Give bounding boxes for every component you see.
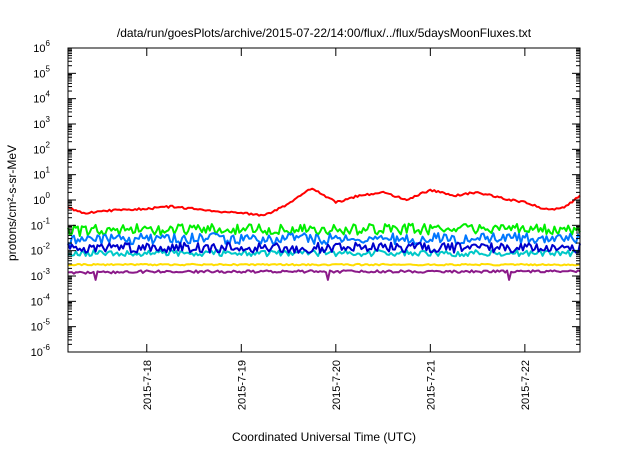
y-tick-label: 104 — [33, 90, 50, 106]
y-tick-exponent: 4 — [46, 90, 51, 99]
y-tick-exponent: -6 — [43, 343, 51, 352]
series-line-1 — [67, 187, 581, 217]
y-tick-label: 10-3 — [31, 267, 51, 283]
y-tick-label: 10-4 — [31, 292, 51, 308]
y-tick-label: 103 — [33, 115, 50, 131]
series-line-5 — [67, 241, 581, 254]
y-tick-exponent: 1 — [46, 166, 51, 175]
y-tick-exponent: 5 — [46, 64, 51, 73]
x-tick-label: 2015-7-21 — [425, 360, 437, 410]
y-tick-label: 10-6 — [31, 343, 51, 359]
x-axis: 2015-7-18 2015-7-19 2015-7-20 2015-7-21 2015… — [142, 48, 532, 410]
series-line-2 — [67, 222, 581, 237]
y-tick-exponent: -5 — [43, 318, 51, 327]
plot-frame — [67, 47, 581, 353]
y-tick-exponent: -1 — [43, 216, 51, 225]
y-tick-exponent: 2 — [46, 140, 51, 149]
x-tick-label: 2015-7-18 — [142, 360, 154, 410]
y-tick-exponent: 0 — [46, 191, 51, 200]
x-tick-label: 2015-7-19 — [236, 360, 248, 410]
y-tick-label: 101 — [33, 166, 50, 182]
series-line-7 — [67, 269, 581, 281]
y-tick-label: 102 — [33, 140, 50, 156]
y-tick-exponent: -4 — [43, 292, 51, 301]
series-line-6 — [68, 262, 581, 267]
x-tick-label: 2015-7-22 — [520, 360, 532, 410]
y-tick-label: 100 — [33, 191, 50, 207]
y-tick-label: 106 — [33, 39, 50, 55]
y-tick-exponent: 6 — [46, 39, 51, 48]
x-tick-label: 2015-7-20 — [331, 360, 343, 410]
y-axis: 10-610-510-410-310-210-11001011021031041… — [31, 39, 580, 359]
y-tick-label: 10-2 — [31, 242, 51, 258]
y-tick-exponent: 3 — [46, 115, 51, 124]
y-tick-exponent: -2 — [43, 242, 51, 251]
y-tick-label: 105 — [33, 64, 50, 80]
chart-title: /data/run/goesPlots/archive/2015-07-22/1… — [117, 26, 532, 40]
y-axis-label: protons/cm²-s-sr-MeV — [5, 145, 19, 261]
y-tick-exponent: -3 — [43, 267, 51, 276]
y-tick-label: 10-1 — [31, 216, 51, 232]
series-layer — [67, 187, 581, 281]
series-line-3 — [67, 232, 581, 247]
y-tick-label: 10-5 — [31, 318, 51, 334]
x-axis-label: Coordinated Universal Time (UTC) — [232, 430, 416, 444]
